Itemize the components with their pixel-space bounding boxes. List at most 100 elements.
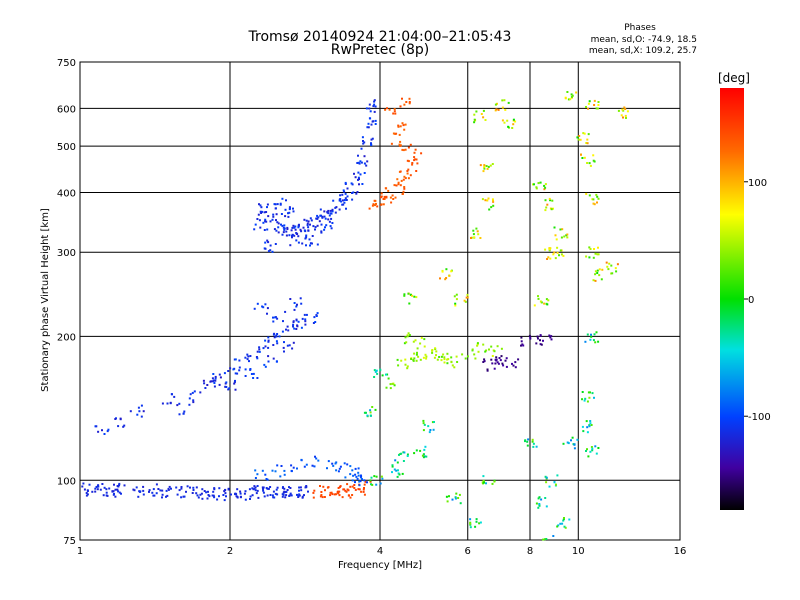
data-point <box>371 483 374 486</box>
data-point <box>218 495 220 498</box>
data-point <box>390 201 393 204</box>
data-point <box>274 470 277 473</box>
data-point <box>496 345 499 348</box>
data-point <box>592 198 595 201</box>
data-point <box>306 224 309 227</box>
data-point <box>178 413 181 416</box>
data-point <box>157 488 160 490</box>
y-tick-label: 75 <box>63 536 76 547</box>
data-point <box>582 132 585 135</box>
data-point <box>138 410 141 413</box>
data-point <box>267 250 270 253</box>
data-point <box>591 449 594 452</box>
data-point <box>398 453 400 456</box>
data-point <box>367 122 370 125</box>
data-point <box>425 357 428 360</box>
data-point <box>207 494 210 496</box>
data-point <box>416 347 419 350</box>
data-point <box>486 167 489 170</box>
data-point <box>465 296 468 299</box>
data-point <box>402 178 405 181</box>
data-point <box>342 189 345 192</box>
data-point <box>292 341 295 344</box>
data-point <box>199 493 202 496</box>
data-point <box>592 256 595 259</box>
data-point <box>384 108 387 111</box>
data-point <box>586 333 589 336</box>
data-point <box>512 118 515 121</box>
data-point <box>292 321 295 323</box>
data-point <box>380 203 383 206</box>
data-point <box>454 302 457 305</box>
data-point <box>285 230 288 233</box>
data-point <box>339 198 342 200</box>
data-point <box>170 487 172 490</box>
data-point <box>423 423 426 426</box>
data-point <box>605 261 608 264</box>
data-point <box>392 112 395 115</box>
data-point <box>501 106 504 109</box>
data-point <box>258 346 261 349</box>
data-point <box>103 486 106 489</box>
data-point <box>313 316 316 319</box>
data-point <box>589 164 592 167</box>
data-point <box>435 350 438 353</box>
data-point <box>610 264 613 267</box>
data-point <box>371 406 374 408</box>
data-point <box>545 538 548 540</box>
data-point <box>594 445 597 448</box>
data-point <box>492 199 494 202</box>
data-point <box>406 367 409 370</box>
data-point <box>392 132 395 135</box>
data-point <box>532 445 535 448</box>
data-point <box>512 123 515 126</box>
data-point <box>539 181 542 184</box>
data-point <box>403 103 406 106</box>
data-point <box>296 493 298 496</box>
data-point <box>566 91 569 93</box>
data-point <box>312 225 315 228</box>
data-point <box>450 361 453 364</box>
data-point <box>295 305 298 308</box>
data-point <box>438 356 441 358</box>
data-point <box>588 396 591 399</box>
data-point <box>193 390 196 393</box>
data-point <box>257 496 260 499</box>
x-tick-label: 6 <box>465 546 471 557</box>
data-point <box>390 142 393 145</box>
data-point <box>409 174 412 177</box>
data-point <box>267 487 270 490</box>
data-point <box>360 475 363 478</box>
data-point <box>267 241 270 244</box>
data-point <box>368 107 371 110</box>
data-point <box>431 421 434 424</box>
data-point <box>97 485 100 488</box>
data-point <box>443 358 446 361</box>
data-point <box>593 333 596 336</box>
data-point <box>397 469 399 472</box>
data-point <box>88 483 91 486</box>
data-point <box>570 93 573 96</box>
data-point <box>537 295 539 298</box>
data-point <box>117 485 120 488</box>
data-point <box>366 126 369 129</box>
data-point <box>401 148 404 151</box>
data-point <box>595 452 598 455</box>
data-point <box>344 183 347 185</box>
data-point <box>272 213 275 216</box>
data-point <box>297 241 300 244</box>
data-point <box>439 277 441 280</box>
data-point <box>588 194 591 197</box>
data-point <box>560 236 563 239</box>
data-point <box>228 387 231 390</box>
data-point <box>249 355 252 357</box>
data-point <box>590 446 593 448</box>
data-point <box>275 219 277 222</box>
data-point <box>167 488 170 491</box>
data-point <box>491 163 494 165</box>
data-point <box>485 349 488 352</box>
data-point <box>479 164 482 167</box>
data-point <box>484 199 487 202</box>
data-point <box>413 452 416 455</box>
data-point <box>482 170 485 173</box>
